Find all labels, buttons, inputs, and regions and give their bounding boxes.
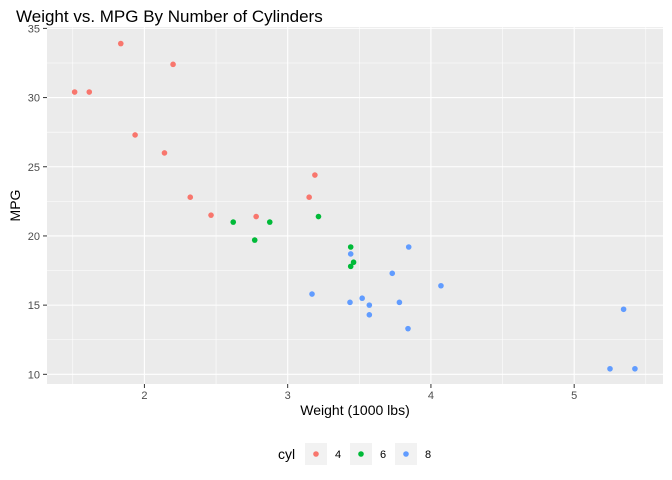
legend-swatch-6	[358, 451, 364, 457]
data-point-cyl-8	[620, 306, 627, 313]
legend-label-8: 8	[425, 449, 431, 461]
data-point-cyl-8	[389, 270, 396, 277]
data-point-cyl-6	[251, 237, 258, 243]
x-tick-label: 4	[428, 390, 434, 402]
x-tick-label: 5	[571, 390, 577, 402]
data-point-cyl-6	[347, 244, 354, 250]
data-point-cyl-8	[347, 251, 354, 257]
data-point-cyl-4	[71, 89, 78, 95]
data-point-cyl-8	[347, 299, 353, 306]
data-point-cyl-8	[607, 365, 613, 372]
data-point-cyl-4	[161, 150, 168, 156]
data-point-cyl-6	[315, 213, 322, 220]
data-point-cyl-8	[438, 282, 444, 289]
series-6	[230, 213, 357, 270]
x-tick-label: 3	[285, 390, 291, 402]
data-point-cyl-8	[366, 302, 373, 308]
data-point-cyl-4	[170, 61, 176, 68]
y-tick-label: 10	[28, 369, 40, 381]
data-point-cyl-6	[350, 259, 357, 266]
data-point-cyl-6	[266, 219, 273, 225]
data-point-cyl-4	[132, 132, 138, 138]
y-tick-label: 25	[28, 162, 40, 174]
data-point-cyl-8	[396, 299, 403, 306]
y-tick-label: 15	[28, 300, 40, 312]
series-8	[309, 244, 638, 372]
data-point-cyl-8	[632, 365, 638, 372]
grid-lines	[47, 27, 663, 384]
data-point-cyl-8	[405, 325, 411, 332]
x-axis-label: Weight (1000 lbs)	[300, 402, 409, 418]
data-point-cyl-4	[117, 40, 124, 47]
y-tick-label: 30	[28, 93, 40, 105]
data-point-cyl-4	[253, 213, 259, 220]
legend-label-6: 6	[380, 449, 386, 461]
data-point-cyl-4	[312, 172, 318, 178]
data-point-cyl-4	[86, 89, 93, 95]
chart-title: Weight vs. MPG By Number of Cylinders	[16, 7, 323, 26]
data-point-cyl-6	[230, 219, 237, 225]
legend-title: cyl	[278, 446, 295, 462]
data-point-cyl-6	[347, 263, 354, 270]
data-point-cyl-8	[366, 312, 373, 318]
data-point-cyl-4	[208, 212, 214, 218]
y-axis-label: MPG	[7, 190, 23, 222]
x-tick-label: 2	[141, 390, 147, 402]
legend	[305, 443, 417, 465]
plot-panel	[47, 27, 663, 384]
data-point-cyl-8	[309, 291, 315, 297]
legend-label-4: 4	[335, 449, 341, 461]
data-point-cyl-8	[405, 244, 412, 250]
data-point-cyl-4	[187, 194, 194, 200]
data-point-cyl-4	[306, 194, 312, 200]
legend-swatch-8	[403, 451, 409, 457]
y-tick-label: 20	[28, 231, 40, 243]
data-point-cyl-8	[359, 295, 365, 302]
y-tick-label: 35	[28, 23, 40, 35]
series-4	[71, 40, 318, 220]
legend-swatch-4	[313, 451, 319, 457]
